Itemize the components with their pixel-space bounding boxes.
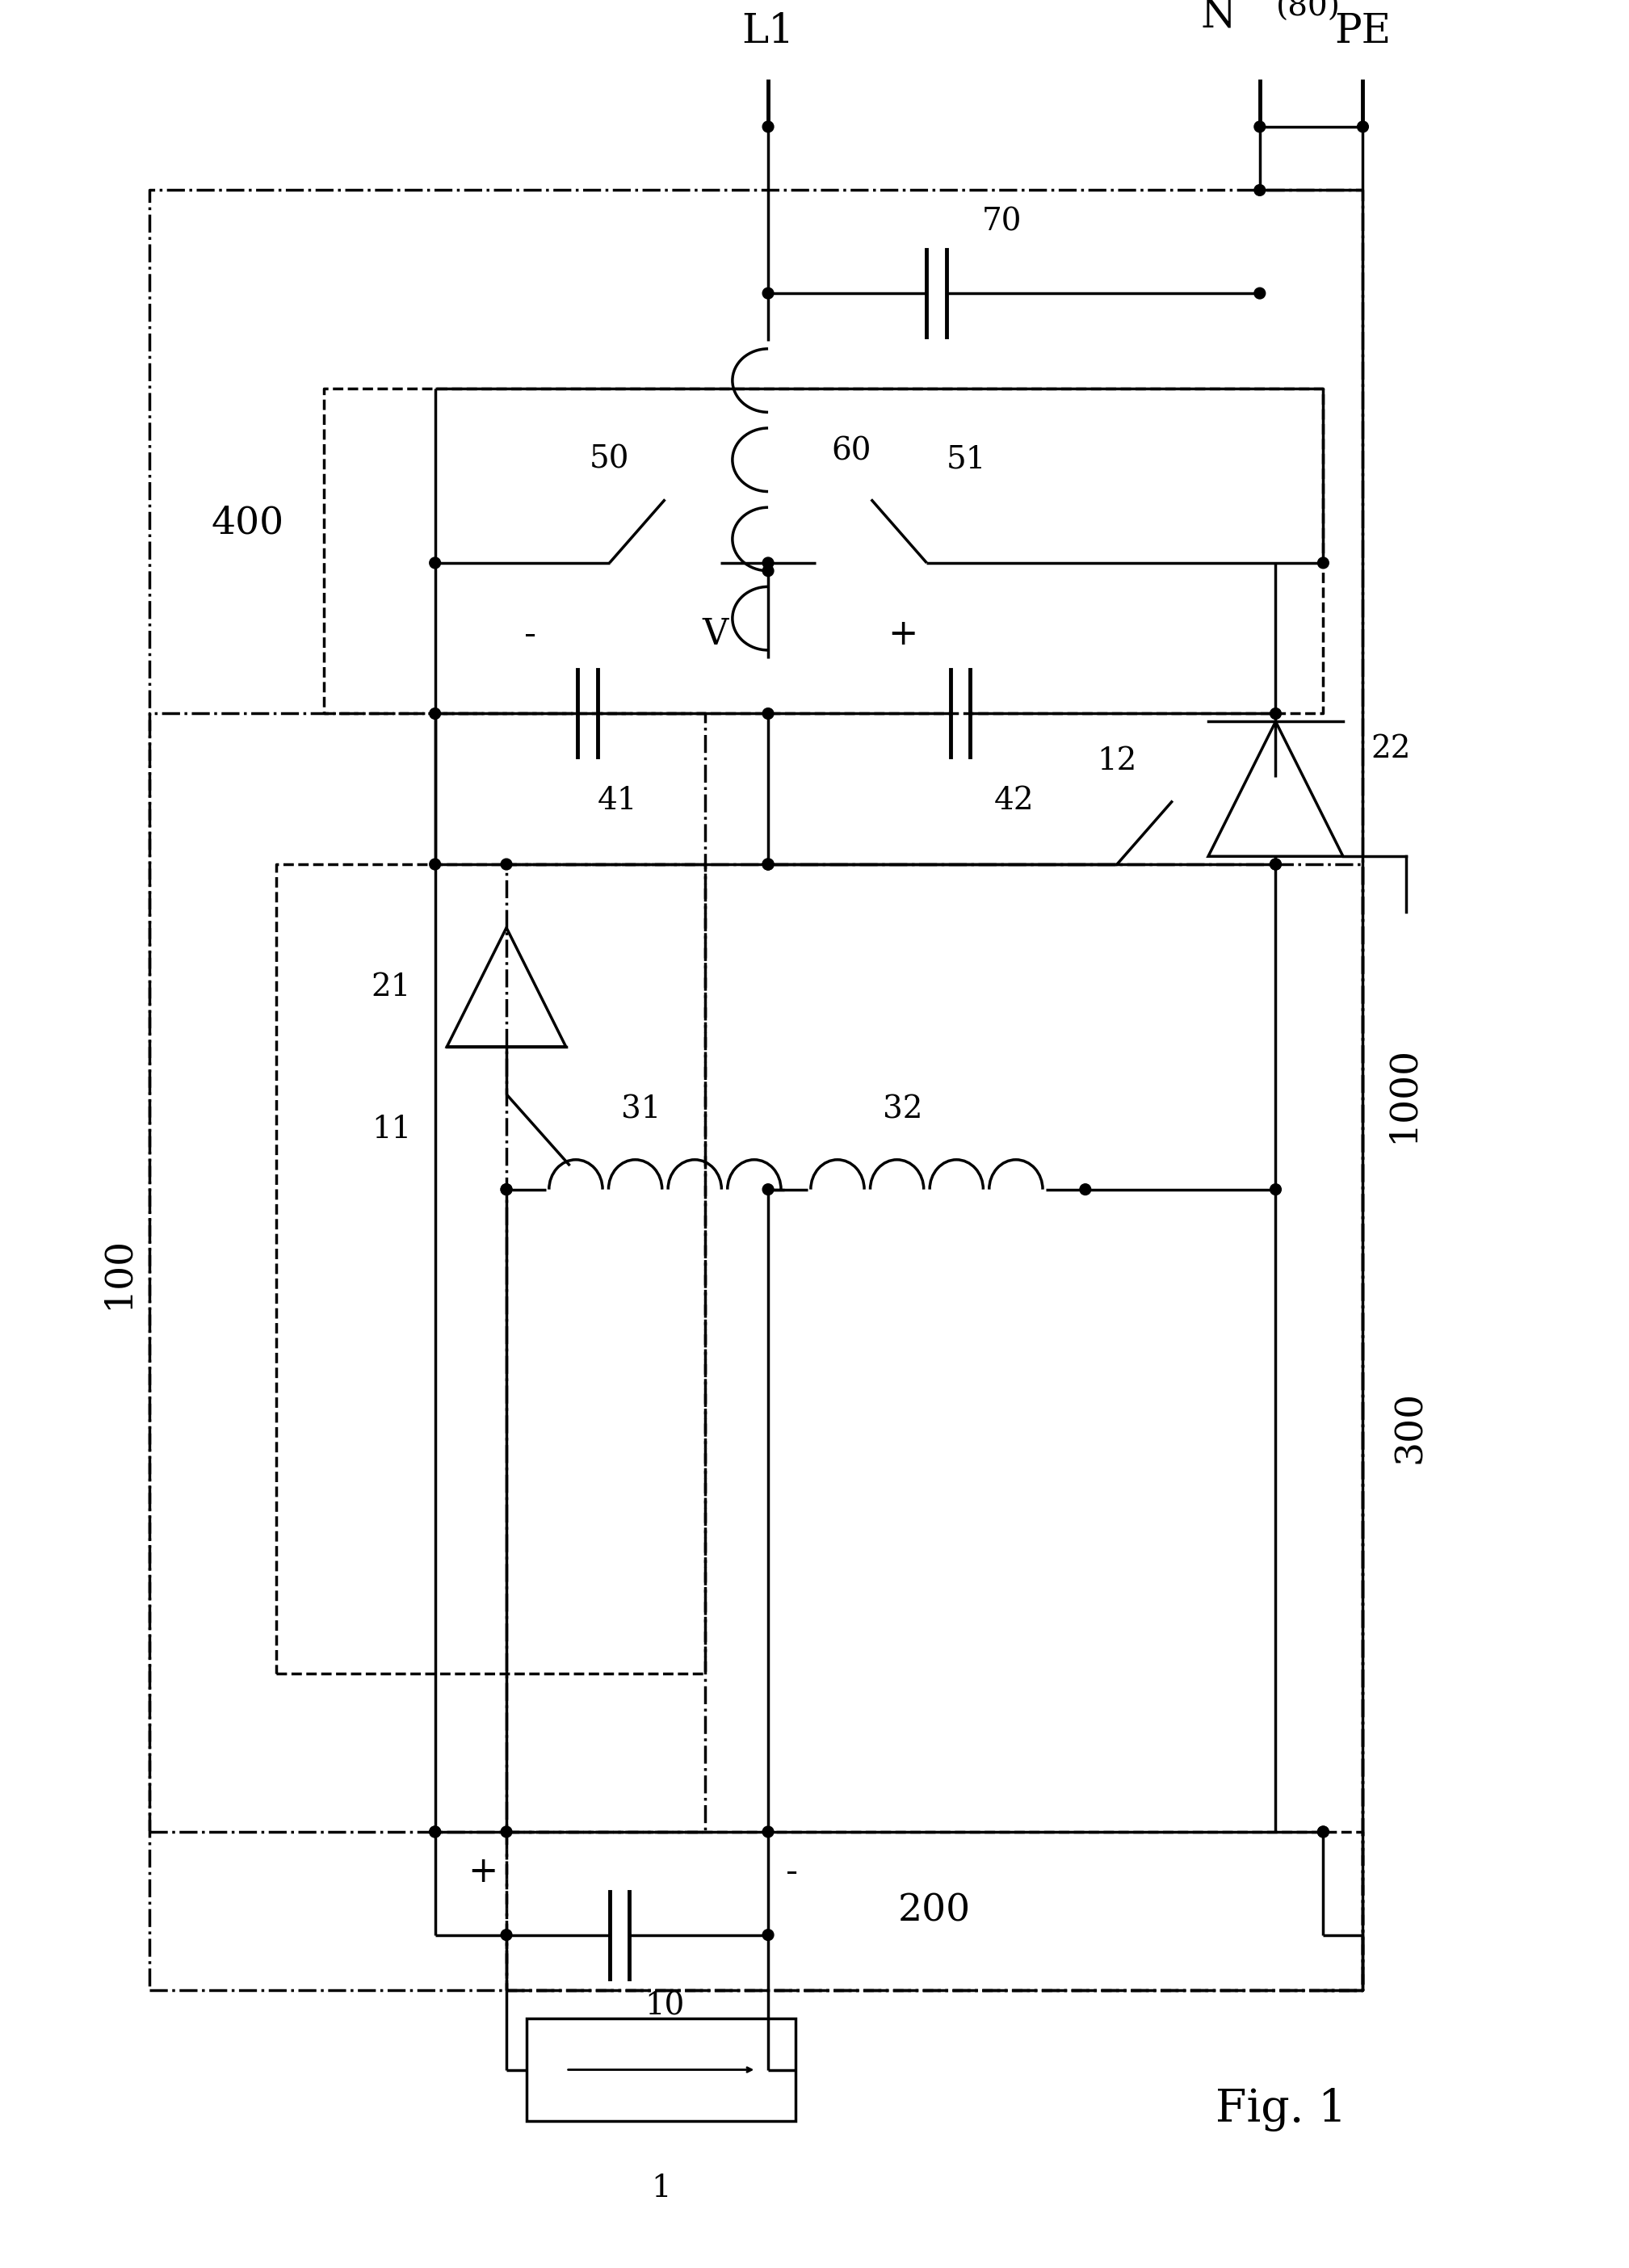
Text: 10: 10 bbox=[645, 1991, 684, 2021]
Circle shape bbox=[430, 1826, 440, 1837]
Circle shape bbox=[762, 1826, 774, 1837]
Text: +: + bbox=[468, 1853, 498, 1889]
Circle shape bbox=[762, 120, 774, 132]
Text: 200: 200 bbox=[898, 1894, 971, 1930]
Text: 32: 32 bbox=[883, 1095, 924, 1125]
Text: 42: 42 bbox=[994, 787, 1034, 816]
Circle shape bbox=[500, 1184, 512, 1195]
Circle shape bbox=[1080, 1184, 1091, 1195]
Text: 21: 21 bbox=[371, 973, 411, 1002]
Circle shape bbox=[1271, 1184, 1280, 1195]
Text: Fig. 1: Fig. 1 bbox=[1215, 2087, 1347, 2132]
Circle shape bbox=[500, 1826, 512, 1837]
Bar bbox=[526, 2019, 797, 2121]
Text: 400: 400 bbox=[212, 506, 285, 542]
Circle shape bbox=[762, 708, 774, 719]
Circle shape bbox=[762, 288, 774, 299]
Text: -: - bbox=[785, 1853, 798, 1889]
Circle shape bbox=[762, 565, 774, 576]
Text: 70: 70 bbox=[982, 206, 1023, 236]
Text: 1: 1 bbox=[652, 2173, 671, 2204]
Text: 60: 60 bbox=[831, 438, 872, 467]
Circle shape bbox=[762, 558, 774, 569]
Circle shape bbox=[500, 860, 512, 871]
Text: 41: 41 bbox=[598, 787, 637, 816]
Circle shape bbox=[430, 708, 440, 719]
Text: +: + bbox=[888, 617, 919, 651]
Text: 12: 12 bbox=[1096, 746, 1137, 776]
Text: (80): (80) bbox=[1276, 0, 1341, 23]
Circle shape bbox=[1318, 1826, 1329, 1837]
Text: 50: 50 bbox=[590, 445, 629, 474]
Circle shape bbox=[430, 860, 440, 871]
Circle shape bbox=[1254, 120, 1266, 132]
Circle shape bbox=[1271, 708, 1280, 719]
Text: 100: 100 bbox=[99, 1236, 137, 1309]
Circle shape bbox=[762, 1184, 774, 1195]
Circle shape bbox=[762, 860, 774, 871]
Circle shape bbox=[1357, 120, 1368, 132]
Text: V: V bbox=[702, 617, 728, 651]
Text: 300: 300 bbox=[1393, 1390, 1429, 1463]
Text: L1: L1 bbox=[741, 11, 795, 52]
Circle shape bbox=[430, 558, 440, 569]
Circle shape bbox=[1318, 558, 1329, 569]
Text: PE: PE bbox=[1334, 11, 1391, 52]
Circle shape bbox=[762, 860, 774, 871]
Text: -: - bbox=[525, 617, 536, 651]
Text: N: N bbox=[1201, 0, 1236, 36]
Text: 22: 22 bbox=[1370, 735, 1411, 764]
Text: 51: 51 bbox=[946, 445, 986, 474]
Circle shape bbox=[762, 1930, 774, 1941]
Text: 1000: 1000 bbox=[1385, 1046, 1420, 1143]
Circle shape bbox=[1271, 860, 1280, 871]
Circle shape bbox=[1318, 1826, 1329, 1837]
Circle shape bbox=[430, 1826, 440, 1837]
Circle shape bbox=[762, 860, 774, 871]
Text: 31: 31 bbox=[621, 1095, 661, 1125]
Circle shape bbox=[1254, 288, 1266, 299]
Circle shape bbox=[500, 1930, 512, 1941]
Circle shape bbox=[500, 1184, 512, 1195]
Circle shape bbox=[1271, 860, 1280, 871]
Circle shape bbox=[1254, 184, 1266, 195]
Text: 11: 11 bbox=[371, 1116, 411, 1145]
